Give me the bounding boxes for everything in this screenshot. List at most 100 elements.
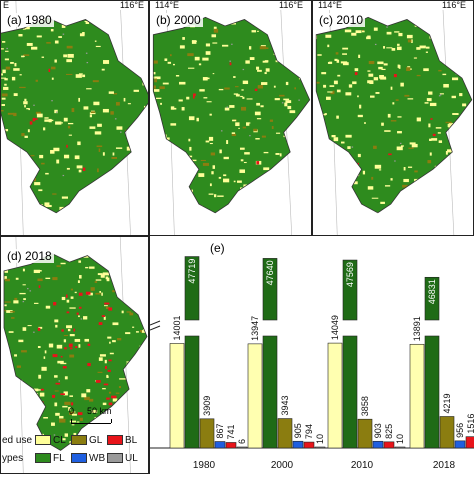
map-2010 [313,1,474,236]
bar-1980-bl [226,442,236,448]
bar-2000-gl [278,419,292,448]
forest-fill [1,17,149,213]
bar-1980-ul [237,447,247,448]
legend-item-bl: BL [107,435,137,446]
bar-2018-gl [440,416,454,448]
bar-group-2000-ul: 10 [315,434,325,448]
chart-panel-label: (e) [210,241,225,255]
map-panel-1980: E 116°E (a) 1980 [0,0,149,236]
bar-value-label: 13891 [412,316,422,341]
map-label: (c) 2010 [317,13,365,27]
bar-group-1980-cl: 14001 [170,315,184,448]
coord-label-left: 114°E [317,0,343,10]
bar-group-1980-wb: 867 [215,423,225,448]
coord-label-right: 116°E [278,0,304,10]
bar-group-2010-bl: 825 [384,424,394,448]
bar-value-label: 47719 [187,259,197,284]
bar-2010-gl [358,419,372,448]
coord-label-left: 114°E [154,0,180,10]
x-tick-label: 2000 [271,460,294,471]
axis-break [150,321,160,330]
legend-item-fl: FL [35,453,65,464]
forest-fill [316,17,472,213]
bar-value-label: 10 [395,434,405,444]
map-label: (a) 1980 [5,13,54,27]
forest-fill [153,17,309,213]
legend: ed use ypes CL GL BL FL WB UL [1,433,149,474]
bar-2010-wb [373,441,383,448]
legend-swatch-cl [35,435,51,445]
bar-group-2010-fl: 47569 [343,260,357,448]
bar-value-label: 867 [215,423,225,438]
bar-group-1980-ul: 6 [237,439,247,448]
bar-group-2018-gl: 4219 [440,393,454,448]
map-panel-2010: 114°E 116°E (c) 2010 [312,0,474,236]
bar-group-2018-cl: 13891 [410,316,424,448]
bar-value-label: 47569 [345,262,355,287]
bar-2018-bl [466,437,474,448]
bar-group-2018-fl: 46831 [425,277,439,448]
bar-1980-gl [200,419,214,448]
bar-2010-bl [384,442,394,448]
legend-swatch-ul [107,453,123,463]
bar-2010-fl [343,336,357,448]
bar-value-label: 6 [237,439,247,444]
bar-2010-cl [328,343,342,448]
legend-swatch-bl [107,435,123,445]
legend-item-gl: GL [71,435,102,446]
bar-value-label: 3909 [202,396,212,416]
bar-value-label: 47640 [265,260,275,285]
bar-group-2000-wb: 905 [293,423,303,448]
bar-group-1980-bl: 741 [226,424,236,448]
bar-value-label: 3943 [280,396,290,416]
bar-value-label: 825 [384,424,394,439]
bar-value-label: 46831 [427,279,437,304]
scale-start: 0 [69,406,74,416]
bar-group-2018-bl: 1516 [466,414,474,448]
bar-group-2010-wb: 903 [373,423,383,448]
legend-item-ul: UL [107,453,138,464]
bar-1980-fl [185,336,199,448]
bar-2000-fl [263,336,277,448]
bar-2000-cl [248,344,262,448]
legend-swatch-fl [35,453,51,463]
legend-item-wb: WB [71,453,105,464]
map-panel-2000: 114°E 116°E (b) 2000 [149,0,312,236]
scale-bar: 0 50 km [69,415,129,427]
bar-2000-ul [315,447,325,448]
map-2000 [150,1,312,236]
bar-group-1980-fl: 47719 [185,257,199,448]
bar-value-label: 1516 [466,414,474,434]
bar-group-2000-gl: 3943 [278,396,292,448]
legend-title-line1: ed use [2,435,32,446]
bar-value-label: 14001 [172,315,182,340]
legend-title-line2: ypes [2,453,23,464]
bar-1980-cl [170,343,184,448]
bar-value-label: 3858 [360,396,370,416]
x-tick-label: 1980 [193,460,216,471]
bar-group-2000-cl: 13947 [248,316,262,448]
legend-swatch-gl [71,435,87,445]
bar-value-label: 4219 [442,393,452,413]
scale-end: 50 km [87,406,112,416]
bar-2018-wb [455,441,465,448]
bar-2000-bl [304,442,314,448]
legend-swatch-wb [71,453,87,463]
bar-value-label: 794 [304,424,314,439]
bar-2000-wb [293,441,303,448]
x-tick-label: 2010 [351,460,374,471]
map-1980 [1,1,149,236]
coord-label-right: 116°E [441,0,467,10]
map-panel-2018: (d) 2018 0 50 km ed use ypes CL GL BL FL… [0,236,149,474]
bar-value-label: 956 [455,423,465,438]
bar-value-label: 10 [315,434,325,444]
bar-1980-wb [215,442,225,448]
bar-2018-cl [410,344,424,448]
bar-group-2010-gl: 3858 [358,396,372,448]
bar-value-label: 741 [226,424,236,439]
bar-group-2010-ul: 10 [395,434,405,448]
bar-value-label: 903 [373,423,383,438]
bar-2018-fl [425,336,439,448]
